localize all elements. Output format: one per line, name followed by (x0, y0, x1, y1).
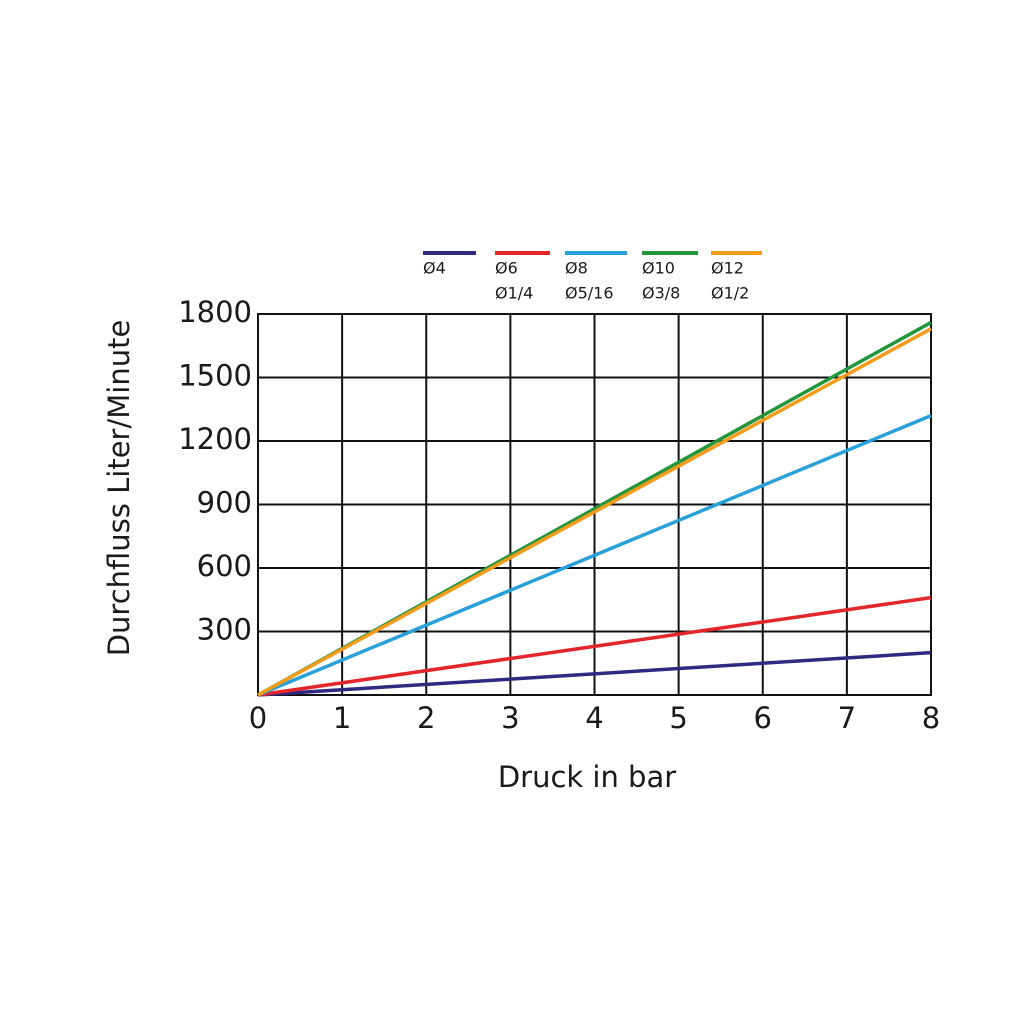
x-tick-label: 3 (501, 701, 519, 735)
legend-label: Ø6 (495, 259, 518, 278)
legend-label: Ø1/4 (495, 284, 533, 303)
y-tick-label: 300 (197, 613, 252, 647)
y-axis-title: Durchfluss Liter/Minute (102, 320, 136, 657)
legend-label: Ø12 (711, 259, 744, 278)
x-tick-label: 0 (249, 701, 267, 735)
series-line (257, 327, 932, 697)
legend-label: Ø3/8 (642, 284, 680, 303)
y-tick-label: 600 (197, 549, 252, 583)
x-tick-label: 7 (838, 701, 856, 735)
y-tick-label: 900 (197, 486, 252, 520)
x-tick-label: 4 (585, 701, 603, 735)
x-tick-label: 6 (754, 701, 772, 735)
series-line (257, 595, 932, 697)
legend-label: Ø5/16 (565, 284, 614, 303)
legend-label: Ø1/2 (711, 284, 749, 303)
x-axis-title: Druck in bar (498, 760, 676, 794)
legend-label: Ø8 (565, 259, 588, 278)
x-tick-label: 2 (417, 701, 435, 735)
series-line (257, 650, 932, 697)
legend-label: Ø4 (423, 259, 446, 278)
x-tick-label: 1 (333, 701, 351, 735)
y-tick-label: 1200 (178, 422, 252, 456)
legend-label: Ø10 (642, 259, 675, 278)
series-line (257, 413, 932, 697)
y-tick-label: 1500 (178, 359, 252, 393)
x-tick-label: 5 (669, 701, 687, 735)
y-tick-label: 1800 (178, 295, 252, 329)
x-tick-label: 8 (922, 701, 940, 735)
plot-frame (257, 313, 932, 696)
